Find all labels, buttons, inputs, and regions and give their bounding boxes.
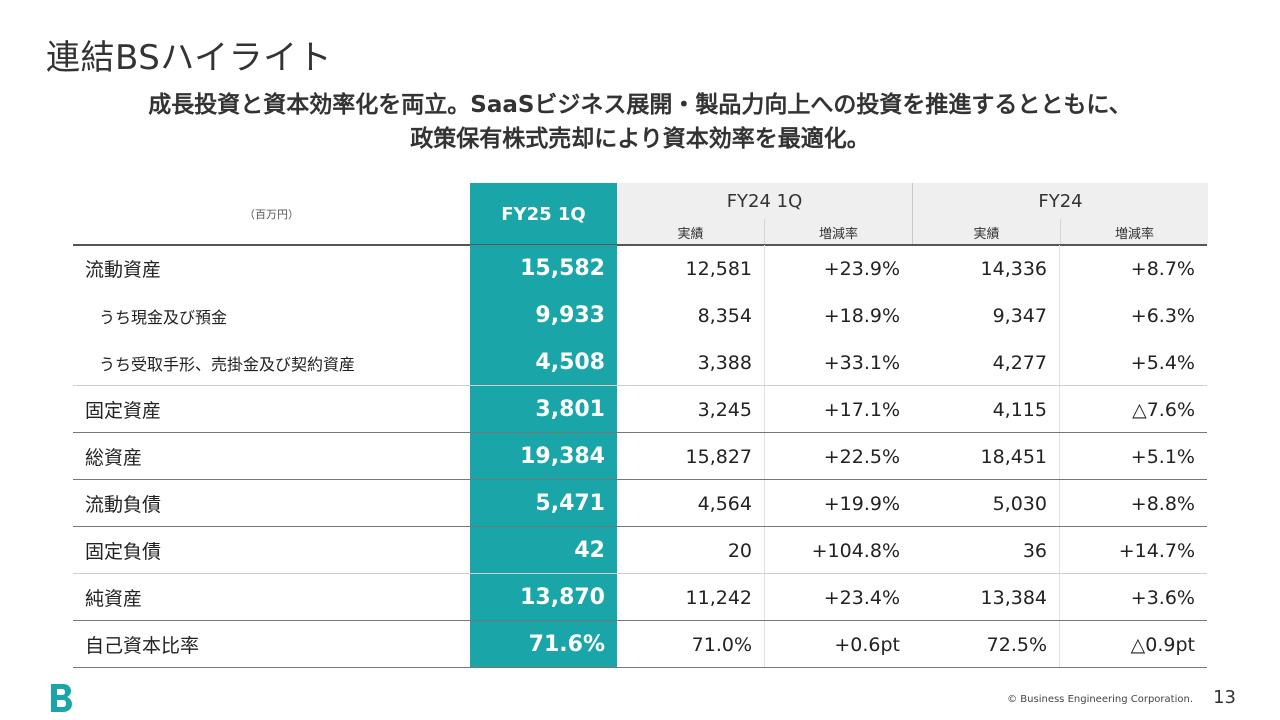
cell-fy24-1q-rate: +33.1%	[823, 351, 900, 374]
cell-fy24-1q-actual: 3,245	[617, 386, 765, 433]
row-label: 自己資本比率	[85, 635, 200, 657]
b-logo-icon	[51, 684, 72, 712]
cell-fy24-rate: △0.9pt	[1130, 633, 1195, 656]
cell-fy24-rate: +14.7%	[1118, 539, 1195, 562]
cell-fy24-1q-actual: 15,827	[617, 433, 765, 480]
cell-fy24-rate: △7.6%	[1132, 398, 1195, 421]
table-row: 純資産 13,870 11,242 +23.4% 13,384 +3.6%	[73, 574, 1207, 621]
cell-fy24-1q-actual: 4,564	[617, 480, 765, 527]
cell-fy24-1q-actual: 20	[617, 527, 765, 574]
cell-fy24-rate: +3.6%	[1130, 586, 1195, 609]
row-label: 固定負債	[85, 541, 162, 563]
cell-fy25-1q: 42	[470, 527, 617, 574]
cell-fy24-actual: 4,277	[912, 339, 1060, 386]
subheader-actual: 実績	[913, 219, 1061, 245]
table-row: 総資産 19,384 15,827 +22.5% 18,451 +5.1%	[73, 433, 1207, 480]
row-divider	[73, 620, 1207, 621]
cell-fy25-1q: 3,801	[470, 386, 617, 433]
row-divider	[73, 526, 1207, 527]
unit-label: （百万円）	[244, 208, 299, 221]
cell-fy24-1q-rate: +22.5%	[823, 445, 900, 468]
cell-fy24-actual: 36	[912, 527, 1060, 574]
table-row: うち受取手形、売掛金及び契約資産 4,508 3,388 +33.1% 4,277 +5.…	[73, 339, 1207, 386]
page-number: 13	[1213, 687, 1236, 708]
row-divider	[73, 385, 1207, 386]
cell-fy24-1q-actual: 71.0%	[617, 621, 765, 668]
cell-fy24-actual: 72.5%	[912, 621, 1060, 668]
subheader-rate: 増減率	[818, 226, 858, 242]
row-label: うち受取手形、売掛金及び契約資産	[99, 354, 356, 374]
table-row: うち現金及び預金 9,933 8,354 +18.9% 9,347 +6.3%	[73, 292, 1207, 339]
row-label: 純資産	[85, 588, 143, 610]
cell-fy24-actual: 14,336	[912, 245, 1060, 292]
cell-fy24-rate: +5.4%	[1130, 351, 1195, 374]
cell-fy24-rate: +5.1%	[1130, 445, 1195, 468]
cell-fy24-1q-rate: +19.9%	[823, 492, 900, 515]
cell-fy25-1q: 4,508	[470, 339, 617, 386]
subheader-actual: 実績	[617, 219, 765, 245]
cell-fy24-1q-rate: +17.1%	[823, 398, 900, 421]
cell-fy24-actual: 13,384	[912, 574, 1060, 621]
table-row: 固定負債 42 20 +104.8% 36 +14.7%	[73, 527, 1207, 574]
cell-fy24-actual: 5,030	[912, 480, 1060, 527]
row-label: うち現金及び預金	[99, 307, 228, 327]
header-group-fy24-1q: FY24 1Q 実績 増減率	[617, 183, 912, 245]
row-label: 総資産	[85, 447, 143, 469]
row-label: 固定資産	[85, 400, 162, 422]
cell-fy24-1q-rate: +23.4%	[823, 586, 900, 609]
row-label: 流動負債	[85, 494, 162, 516]
cell-fy24-actual: 4,115	[912, 386, 1060, 433]
row-label: 流動資産	[85, 259, 162, 281]
cell-fy24-1q-actual: 12,581	[617, 245, 765, 292]
cell-fy24-1q-actual: 3,388	[617, 339, 765, 386]
cell-fy24-1q-rate: +23.9%	[823, 257, 900, 280]
cell-fy24-rate: +6.3%	[1130, 304, 1195, 327]
table-body: 流動資産 15,582 12,581 +23.9% 14,336 +8.7% うち現金及び預…	[73, 245, 1207, 668]
cell-fy25-1q: 19,384	[470, 433, 617, 480]
subtitle-line-2: 政策保有株式売却により資本効率を最適化。	[410, 126, 870, 152]
group-subheaders: 実績 増減率	[617, 219, 912, 245]
cell-fy24-1q-rate: +0.6pt	[834, 633, 900, 656]
group-title: FY24 1Q	[726, 190, 803, 212]
header-group-fy24: FY24 実績 増減率	[912, 183, 1208, 245]
subheader-rate: 増減率	[1114, 226, 1154, 242]
header-fy25-1q: FY25 1Q	[470, 183, 617, 245]
cell-fy24-actual: 9,347	[912, 292, 1060, 339]
group-title: FY24	[1038, 190, 1083, 212]
cell-fy25-1q: 71.6%	[470, 621, 617, 668]
slide-subtitle: 成長投資と資本効率化を両立。SaaSビジネス展開・製品力向上への投資を推進すると…	[40, 88, 1240, 156]
group-subheaders: 実績 増減率	[913, 219, 1208, 245]
table-header: （百万円） FY25 1Q FY24 1Q 実績 増減率 FY24 実績 増減率	[73, 183, 1208, 246]
slide-title: 連結BSハイライト	[46, 38, 333, 78]
subtitle-line-1: 成長投資と資本効率化を両立。SaaSビジネス展開・製品力向上への投資を推進すると…	[148, 92, 1132, 118]
cell-fy24-rate: +8.8%	[1130, 492, 1195, 515]
row-divider	[73, 479, 1207, 480]
cell-fy25-1q: 5,471	[470, 480, 617, 527]
table-row: 流動資産 15,582 12,581 +23.9% 14,336 +8.7%	[73, 245, 1207, 292]
copyright-text: © Business Engineering Corporation.	[1007, 694, 1193, 705]
cell-fy25-1q: 13,870	[470, 574, 617, 621]
cell-fy25-1q: 9,933	[470, 292, 617, 339]
table-row: 流動負債 5,471 4,564 +19.9% 5,030 +8.8%	[73, 480, 1207, 527]
cell-fy24-actual: 18,451	[912, 433, 1060, 480]
table-row: 固定資産 3,801 3,245 +17.1% 4,115 △7.6%	[73, 386, 1207, 433]
table-row: 自己資本比率 71.6% 71.0% +0.6pt 72.5% △0.9pt	[73, 621, 1207, 668]
cell-fy24-1q-actual: 8,354	[617, 292, 765, 339]
row-divider	[73, 667, 1207, 668]
cell-fy24-1q-actual: 11,242	[617, 574, 765, 621]
header-divider	[73, 244, 1207, 246]
cell-fy24-rate: +8.7%	[1130, 257, 1195, 280]
bs-highlight-table: （百万円） FY25 1Q FY24 1Q 実績 増減率 FY24 実績 増減率…	[73, 183, 1208, 668]
cell-fy24-1q-rate: +104.8%	[811, 539, 900, 562]
cell-fy24-1q-rate: +18.9%	[823, 304, 900, 327]
cell-fy25-1q: 15,582	[470, 245, 617, 292]
row-divider	[73, 432, 1207, 433]
row-divider	[73, 573, 1207, 574]
